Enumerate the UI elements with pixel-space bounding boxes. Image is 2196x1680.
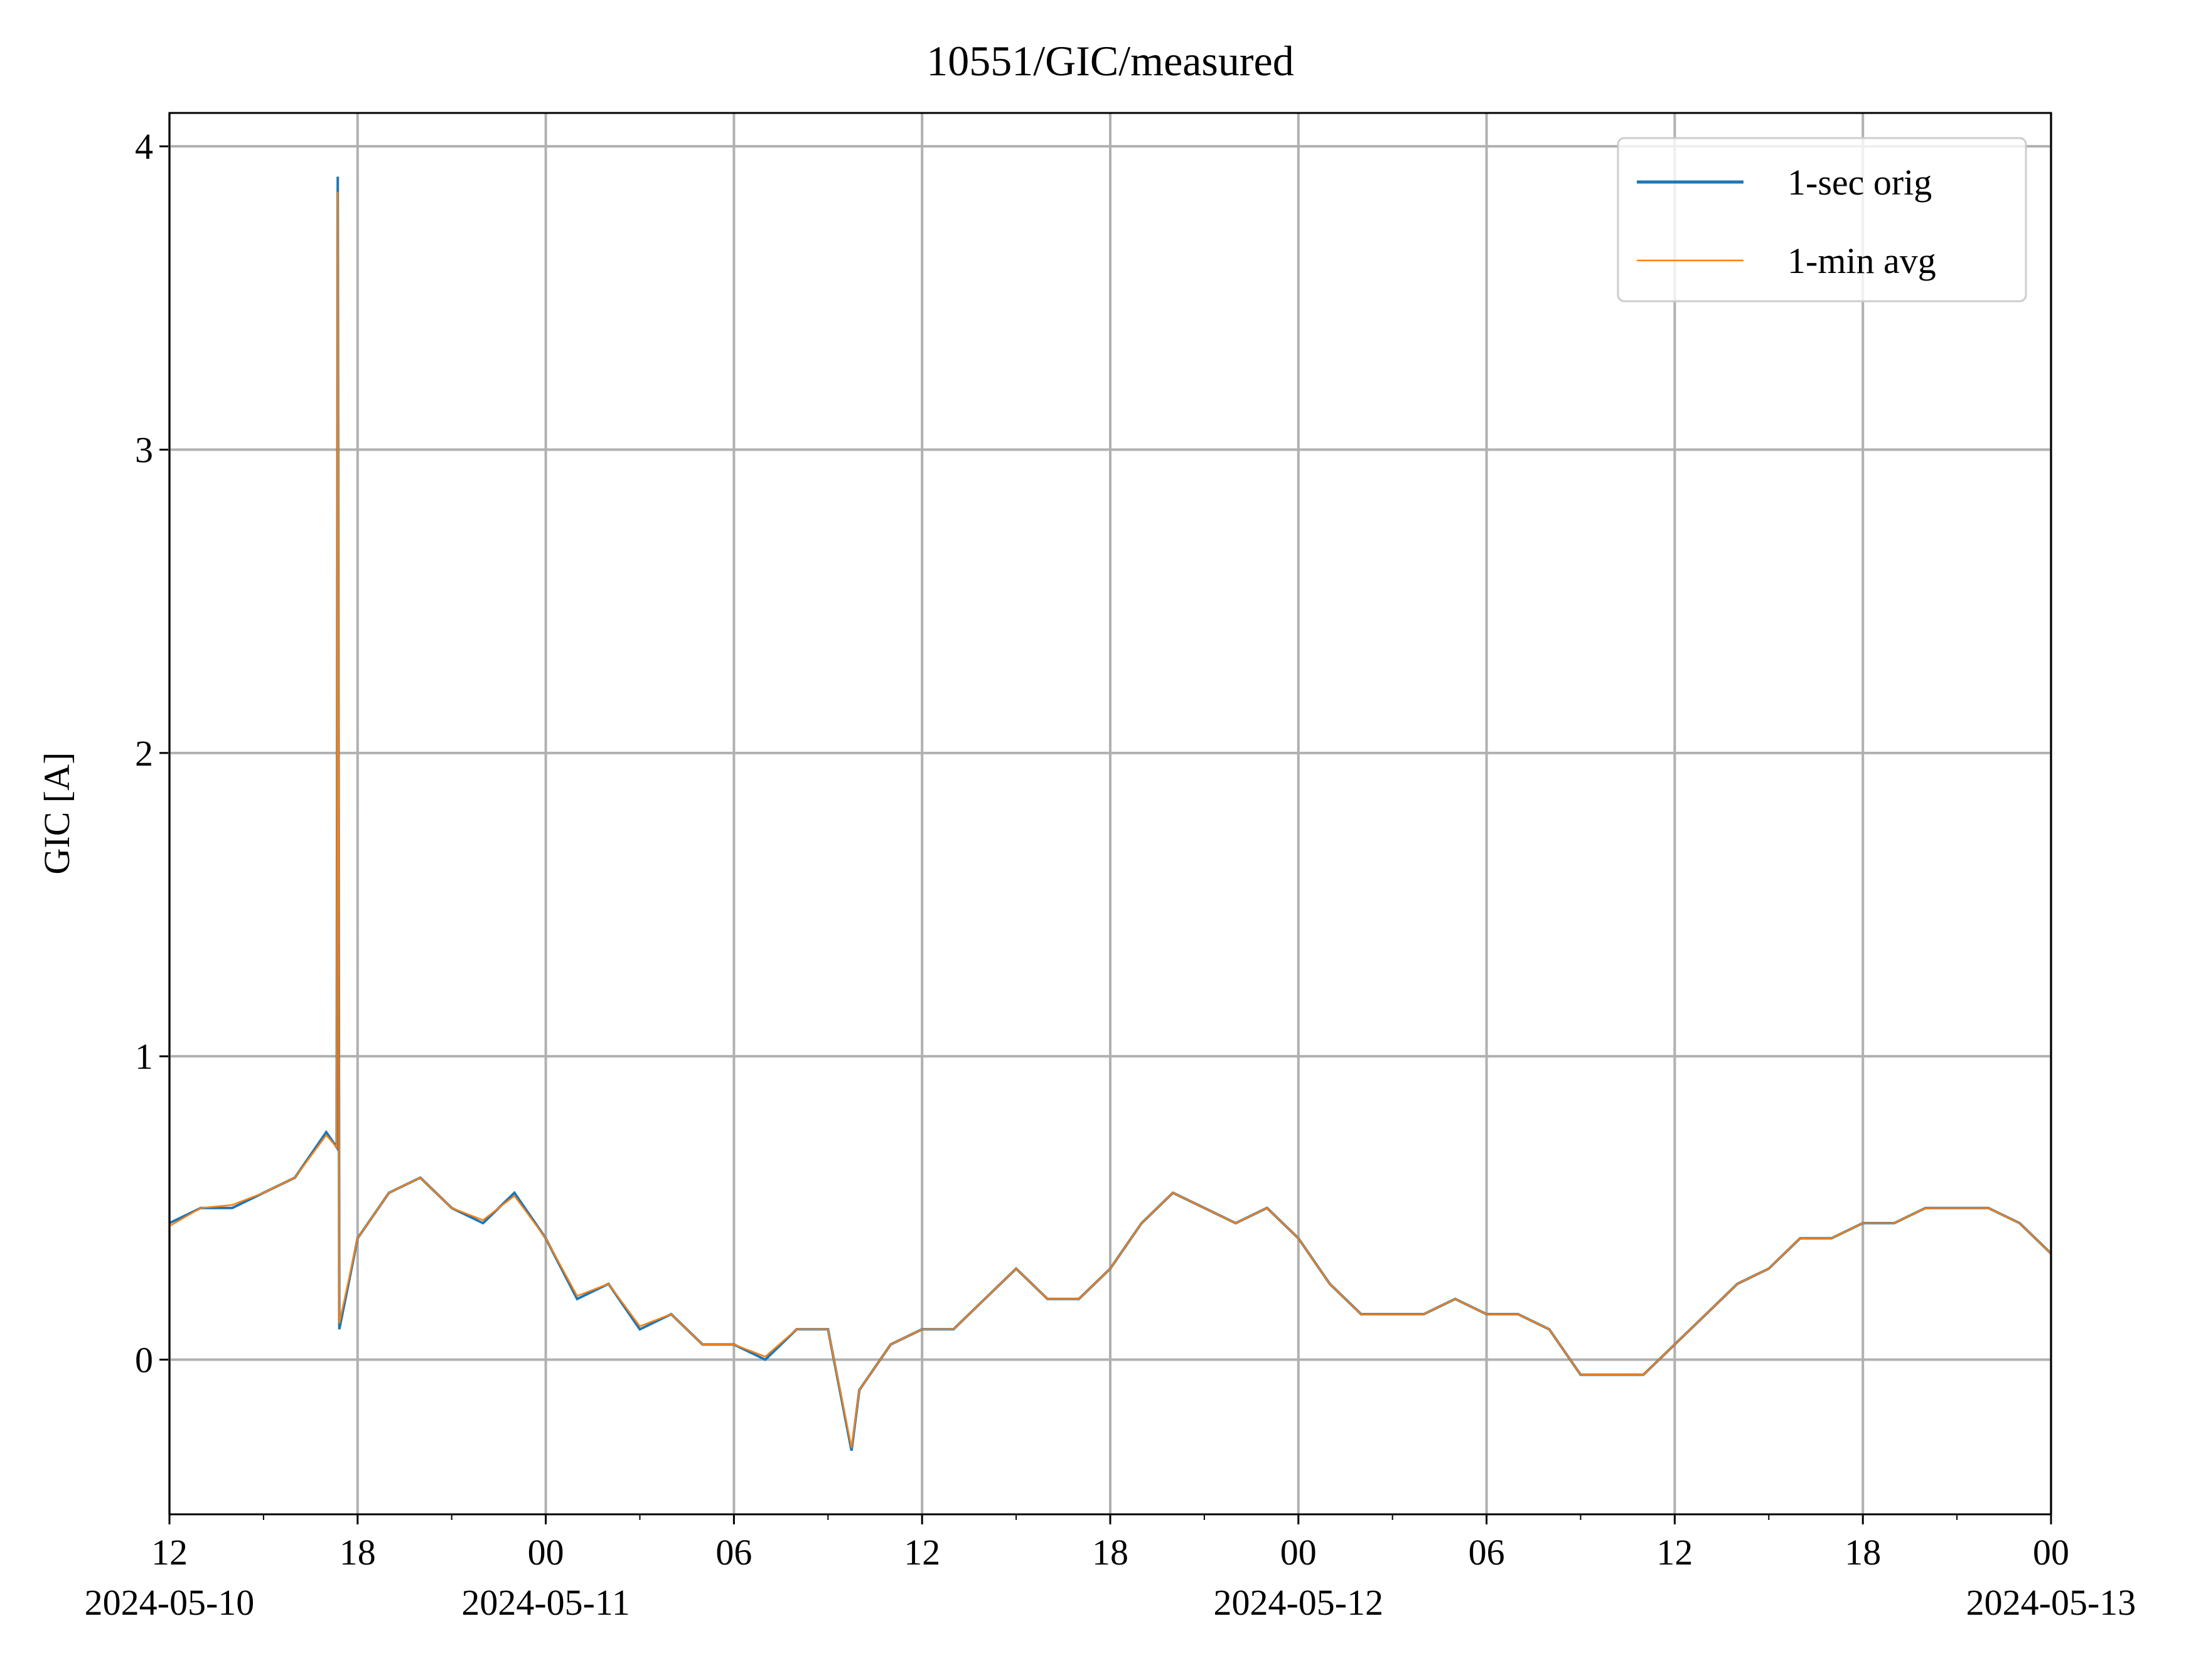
x-tick-label: 06 — [1469, 1532, 1505, 1573]
y-tick-label: 4 — [135, 126, 153, 167]
x-date-label: 2024-05-12 — [1213, 1582, 1383, 1623]
x-tick-label: 12 — [904, 1532, 940, 1573]
x-tick-label: 18 — [1845, 1532, 1881, 1573]
y-tick-label: 2 — [135, 733, 153, 774]
x-date-label: 2024-05-13 — [1966, 1582, 2136, 1623]
x-tick-label: 18 — [1092, 1532, 1128, 1573]
legend-label: 1-min avg — [1787, 240, 1936, 281]
y-axis-label: GIC [A] — [36, 752, 77, 875]
x-tick-label: 18 — [340, 1532, 376, 1573]
x-tick-label: 12 — [1656, 1532, 1693, 1573]
x-tick-label: 00 — [2033, 1532, 2069, 1573]
x-tick-label: 12 — [151, 1532, 188, 1573]
y-tick-label: 3 — [135, 430, 153, 471]
x-tick-label: 06 — [715, 1532, 752, 1573]
chart-title: 10551/GIC/measured — [926, 37, 1293, 85]
legend-label: 1-sec orig — [1787, 162, 1932, 203]
y-tick-label: 1 — [135, 1036, 153, 1077]
x-tick-label: 00 — [528, 1532, 564, 1573]
x-tick-label: 00 — [1280, 1532, 1317, 1573]
y-tick-label: 0 — [135, 1340, 153, 1381]
x-date-label: 2024-05-11 — [461, 1582, 629, 1623]
plot-frame — [168, 112, 2052, 1516]
x-date-label: 2024-05-10 — [85, 1582, 255, 1623]
series-line — [169, 191, 2052, 1448]
